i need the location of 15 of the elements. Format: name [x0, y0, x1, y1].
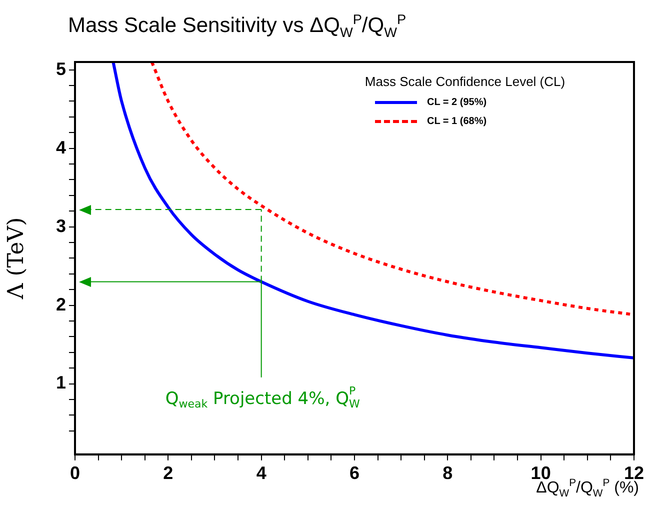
- line-series: [112, 62, 634, 360]
- x-tick-label: 0: [70, 463, 80, 484]
- y-axis-title: Λ (TeV): [4, 217, 29, 300]
- y-tick-label: 2: [56, 294, 66, 314]
- legend-label: CL = 1 (68%): [427, 116, 487, 127]
- legend-title: Mass Scale Confidence Level (CL): [364, 74, 566, 89]
- x-tick-label: 4: [256, 463, 266, 484]
- legend-label: CL = 2 (95%): [427, 97, 487, 108]
- y-tick-label: 1: [56, 372, 66, 393]
- x-tick-label: 6: [349, 463, 360, 484]
- x-tick-label: 8: [442, 463, 453, 484]
- y-tick-label: 3: [56, 216, 66, 236]
- x-tick-label: 2: [163, 463, 174, 484]
- y-tick-label: 5: [56, 58, 66, 79]
- y-tick-label: 4: [56, 137, 66, 158]
